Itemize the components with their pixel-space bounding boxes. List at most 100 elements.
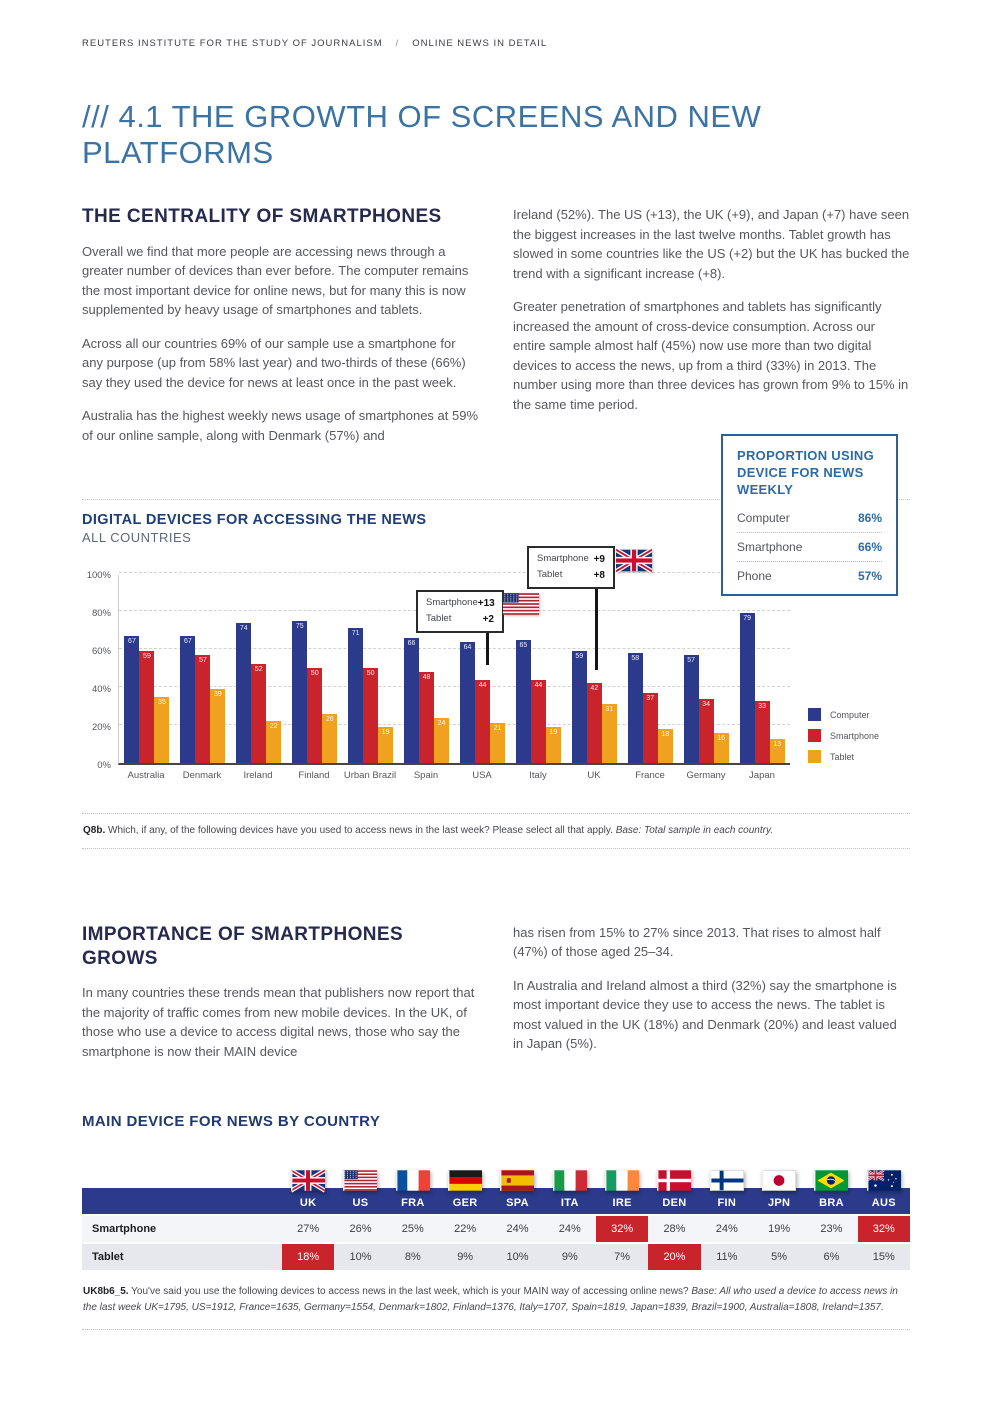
cell-smartphone-ger: 22%	[454, 1223, 477, 1236]
chart-footnote: Q8b. Which, if any, of the following dev…	[82, 813, 910, 849]
table-header-label-cell	[82, 1188, 282, 1214]
bar-value-label: 44	[478, 681, 487, 689]
cell-smartphone-fra: 25%	[401, 1223, 424, 1236]
stat-row-computer: Computer 86%	[737, 504, 882, 533]
stat-row-smartphone: Smartphone 66%	[737, 533, 882, 562]
annotation-value: +13	[477, 598, 495, 610]
legend-swatch-computer	[808, 708, 821, 722]
country-code: ITA	[560, 1197, 579, 1210]
bar-value-label: 65	[519, 641, 528, 649]
cell-tablet-uk: 18%	[282, 1244, 335, 1271]
gridline-100	[119, 572, 790, 574]
y-tick-20: 20%	[91, 722, 111, 734]
chart-title: DIGITAL DEVICES FOR ACCESSING THE NEWS	[82, 512, 427, 529]
bar-group-japan: 79 33 13	[734, 613, 790, 764]
breadcrumb: REUTERS INSTITUTE FOR THE STUDY OF JOURN…	[82, 0, 910, 49]
annotation-value: +9	[593, 554, 605, 566]
annotation-box-usa: Smartphone +13 Tablet +2	[416, 590, 504, 634]
column-header-ire: IRE	[596, 1170, 648, 1214]
annotation-label: Tablet	[537, 568, 563, 580]
stat-box-rows: Computer 86% Smartphone 66% Phone 57%	[737, 504, 882, 590]
bar-smartphone-ireland: 52	[251, 664, 267, 764]
flag-us-icon	[343, 1167, 378, 1194]
section-main-device: MAIN DEVICE FOR NEWS BY COUNTRY UK US FRA G…	[82, 1113, 910, 1331]
bar-smartphone-germany: 34	[698, 698, 714, 764]
x-axis-label-denmark: Denmark	[182, 770, 222, 782]
annotation-label: Tablet	[426, 612, 452, 624]
annotation-label: Smartphone	[426, 597, 478, 609]
cell-smartphone-uk: 27%	[297, 1223, 320, 1236]
bar-value-label: 35	[158, 698, 166, 706]
annotation-box-uk: Smartphone +9 Tablet +8	[527, 546, 615, 590]
flag-uk-icon	[291, 1167, 326, 1194]
cell-tablet-den: 20%	[648, 1244, 701, 1271]
x-axis-label-australia: Australia	[127, 770, 165, 782]
importance-right-text: has risen from 15% to 27% since 2013. Th…	[513, 923, 910, 1054]
flag-fin-icon	[709, 1167, 744, 1194]
annotation-value: +2	[482, 613, 494, 625]
row-label: Tablet	[92, 1251, 124, 1264]
bar-value-label: 59	[143, 653, 151, 661]
bar-computer-germany: 57	[683, 654, 699, 764]
footnote-text: You've said you use the following device…	[128, 1286, 692, 1298]
bar-value-label: 16	[717, 734, 726, 742]
bar-smartphone-finland: 50	[307, 668, 323, 764]
table-header-row: UK US FRA GER SPA ITA IRE DEN FIN JPN BRA AUS	[82, 1168, 910, 1215]
bar-computer-spain: 66	[404, 637, 420, 764]
page: REUTERS INSTITUTE FOR THE STUDY OF JOURN…	[82, 0, 910, 1331]
y-tick-60: 60%	[91, 646, 111, 658]
country-code: GER	[452, 1197, 478, 1210]
paragraph: Across all our countries 69% of our samp…	[82, 335, 466, 390]
bar-value-label: 52	[254, 666, 263, 674]
x-axis-label-spain: Spain	[413, 770, 439, 782]
column-header-ita: ITA	[544, 1170, 596, 1214]
bar-value-label: 18	[661, 731, 670, 739]
bar-value-label: 50	[310, 670, 319, 678]
bar-group-denmark: 67 57 39	[175, 635, 231, 764]
bar-tablet-ireland: 22	[266, 721, 282, 764]
country-code: DEN	[662, 1197, 687, 1210]
bar-computer-usa: 64	[459, 641, 475, 764]
column-header-aus: AUS	[858, 1169, 910, 1214]
gridline-20	[119, 724, 790, 726]
flag-spa-icon	[500, 1167, 535, 1194]
bar-value-label: 31	[605, 706, 614, 714]
flag-den-icon	[657, 1167, 692, 1194]
table-heading: MAIN DEVICE FOR NEWS BY COUNTRY	[82, 1113, 381, 1131]
bar-tablet-uk: 31	[601, 704, 617, 764]
bar-value-label: 58	[631, 655, 640, 663]
country-code: AUS	[871, 1197, 896, 1210]
cell-smartphone-bra: 23%	[820, 1223, 843, 1236]
x-axis-label-germany: Germany	[686, 770, 726, 782]
bar-smartphone-denmark: 57	[195, 654, 211, 764]
annotation-label: Smartphone	[537, 553, 589, 565]
column-header-fin: FIN	[701, 1170, 753, 1214]
bar-smartphone-usa: 44	[474, 679, 490, 764]
importance-right-column: has risen from 15% to 27% since 2013. Th…	[513, 923, 910, 1076]
column-header-bra: BRA	[805, 1170, 857, 1214]
bar-tablet-germany: 16	[713, 732, 729, 764]
bar-smartphone-spain: 48	[419, 672, 435, 764]
bar-computer-australia: 67	[124, 635, 140, 764]
stat-box-title: PROPORTION USING DEVICE FOR NEWS WEEKLY	[737, 448, 874, 497]
country-code: JPN	[767, 1197, 791, 1210]
centrality-right-text: Ireland (52%). The US (+13), the UK (+9)…	[513, 205, 910, 414]
cell-smartphone-ire: 32%	[595, 1216, 649, 1243]
bar-computer-finland: 75	[292, 620, 308, 764]
y-tick-80: 80%	[91, 608, 111, 620]
section-centrality: THE CENTRALITY OF SMARTPHONES Overall we…	[82, 205, 910, 459]
bar-group-usa: 64 44 21	[455, 641, 511, 764]
bar-smartphone-italy: 44	[530, 679, 546, 764]
legend-swatch-tablet	[808, 750, 821, 764]
section-heading-centrality: THE CENTRALITY OF SMARTPHONES	[82, 206, 442, 227]
centrality-left-text: Overall we find that more people are acc…	[82, 242, 479, 446]
stat-box: PROPORTION USING DEVICE FOR NEWS WEEKLY …	[721, 434, 898, 596]
bar-value-label: 22	[269, 723, 278, 731]
annotation-row: Smartphone +13	[426, 596, 495, 612]
bar-value-label: 71	[351, 630, 360, 638]
bar-value-label: 19	[549, 729, 558, 737]
bar-tablet-usa: 21	[489, 723, 505, 764]
bar-group-uk: 59 42 31	[566, 651, 622, 764]
bar-smartphone-uk: 42	[586, 683, 602, 764]
flag-bra-icon	[814, 1167, 849, 1194]
